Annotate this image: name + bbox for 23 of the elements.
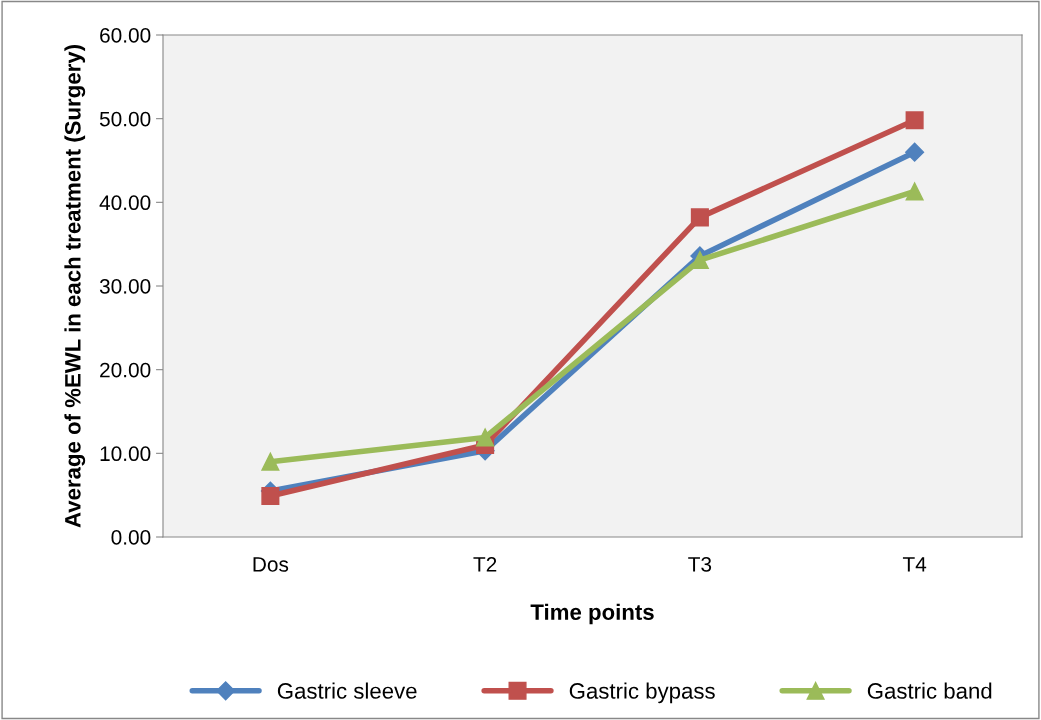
point (261, 452, 280, 471)
legend-label: Gastric band (867, 682, 992, 699)
legend-label: Gastric sleeve (277, 682, 417, 699)
point (261, 486, 280, 506)
y-tick-label: 10.00 (100, 446, 151, 462)
y-tick-label: 50.00 (99, 111, 151, 127)
x-tick-label: T4 (902, 557, 927, 572)
point (905, 142, 925, 162)
y-tick-label: 40.00 (99, 195, 151, 211)
point (905, 111, 924, 130)
x-tick-label: Dos (253, 557, 289, 572)
y-tick-label: 60.00 (100, 28, 151, 43)
legend-label: Gastric bypass (569, 682, 715, 704)
x-tick-label: T3 (688, 556, 712, 572)
point (905, 182, 924, 201)
y-axis-title: Average of %EWL in each treatment (Surgery) (64, 45, 86, 528)
point (690, 208, 709, 227)
x-tick-label: T2 (473, 556, 497, 572)
y-tick-label: 20.00 (100, 362, 151, 378)
x-axis-title: Time points (530, 603, 654, 625)
y-tick-label: 30.00 (99, 279, 151, 294)
y-tick-label: 0.00 (111, 530, 151, 545)
point (476, 428, 495, 447)
